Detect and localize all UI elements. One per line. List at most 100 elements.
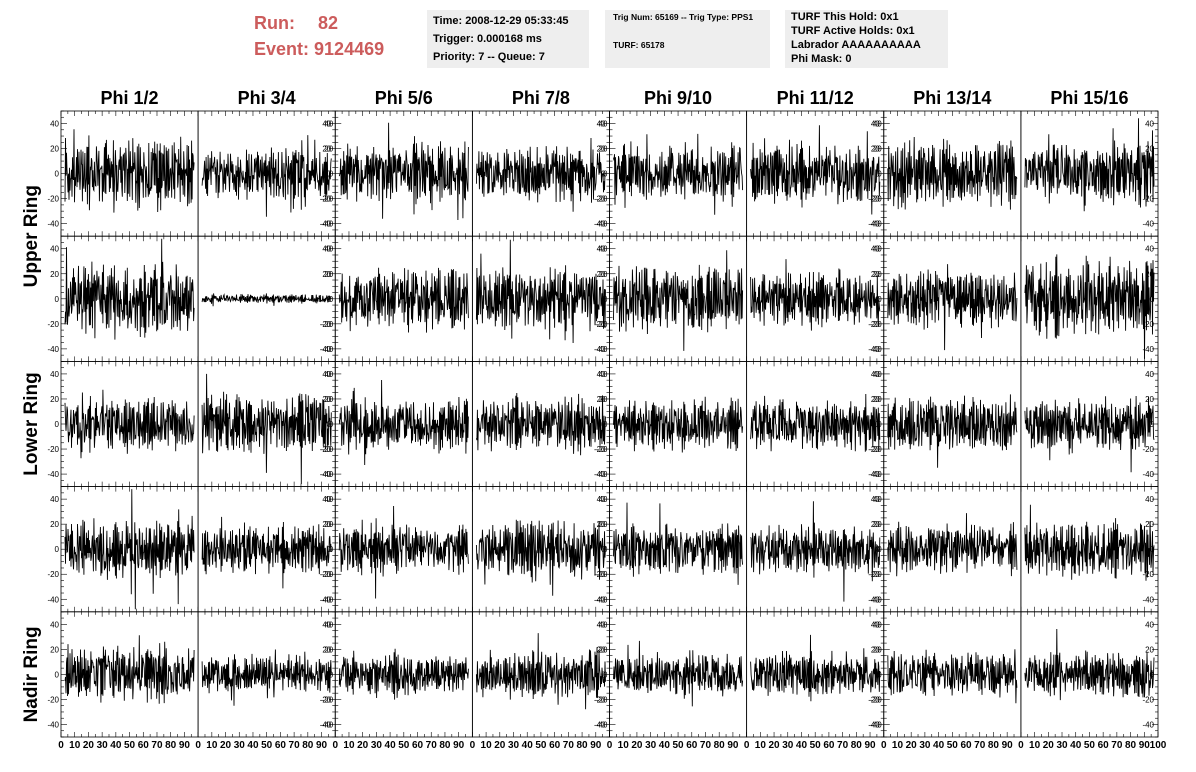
y-tick-label: -20 [870, 320, 882, 329]
x-tick-label: 70 [974, 740, 986, 751]
y-tick-label: -40 [320, 720, 332, 729]
column-title: Phi 3/4 [238, 88, 296, 108]
y-tick-label: -40 [596, 470, 608, 479]
y-tick-label: 20 [322, 645, 331, 654]
waveform-trace [475, 633, 606, 710]
x-tick-label: 80 [165, 740, 177, 751]
waveform-trace [613, 640, 744, 707]
column-title: Phi 13/14 [913, 88, 991, 108]
time-info-box: Time: 2008-12-29 05:33:45 Trigger: 0.000… [427, 10, 589, 68]
x-tick-label: 30 [919, 740, 931, 751]
y-tick-label: 40 [1145, 495, 1154, 504]
priority-text: Priority: 7 -- Queue: 7 [433, 51, 545, 63]
x-tick-label: 40 [659, 740, 671, 751]
y-tick-label: 0 [327, 420, 332, 429]
x-tick-label: 90 [316, 740, 328, 751]
waveform-trace [64, 389, 195, 459]
y-tick-label: -20 [870, 195, 882, 204]
waveform-trace [887, 513, 1018, 577]
y-tick-label: -20 [1142, 320, 1154, 329]
y-tick-label: -20 [594, 445, 606, 454]
x-tick-label: 80 [714, 740, 726, 751]
y-tick-label: 40 [871, 370, 880, 379]
x-tick-label: 50 [124, 740, 136, 751]
y-tick-label: 40 [324, 495, 333, 504]
ring-label: Nadir Ring [21, 626, 42, 722]
y-tick-label: 20 [871, 520, 880, 529]
column-title: Phi 15/16 [1050, 88, 1128, 108]
y-tick-label: 0 [603, 670, 608, 679]
y-tick-label: -40 [47, 220, 59, 229]
y-tick-label: 20 [871, 395, 880, 404]
x-tick-label: 20 [631, 740, 643, 751]
waveform-trace [64, 635, 195, 704]
y-tick-label: -20 [870, 695, 882, 704]
x-tick-label: 70 [1111, 740, 1123, 751]
y-tick-label: 0 [55, 670, 60, 679]
y-tick-label: -20 [868, 695, 880, 704]
x-tick-label: 70 [563, 740, 575, 751]
y-tick-label: 20 [322, 520, 331, 529]
y-tick-label: -20 [596, 570, 608, 579]
x-tick-label: 60 [412, 740, 424, 751]
waveform-trace [475, 392, 606, 456]
x-tick-label: 70 [837, 740, 849, 751]
x-tick-label: 10 [755, 740, 767, 751]
y-tick-label: -40 [594, 595, 606, 604]
y-tick-label: 0 [55, 545, 60, 554]
x-tick-label: 30 [508, 740, 520, 751]
x-tick-label: 80 [851, 740, 863, 751]
x-tick-label: 10 [481, 740, 493, 751]
y-tick-label: 0 [877, 295, 882, 304]
y-tick-label: 0 [603, 295, 608, 304]
y-tick-label: 0 [329, 420, 334, 429]
y-tick-label: 20 [871, 645, 880, 654]
turf-text: TURF: 65178 [613, 40, 665, 50]
y-tick-label: -40 [47, 470, 59, 479]
x-tick-label: 30 [97, 740, 109, 751]
column-title: Phi 11/12 [777, 88, 854, 108]
column-title: Phi 1/2 [101, 88, 159, 108]
y-tick-label: -20 [870, 445, 882, 454]
y-tick-label: -40 [868, 345, 880, 354]
y-tick-label: -40 [868, 720, 880, 729]
y-tick-label: 40 [322, 120, 331, 129]
y-tick-label: -20 [868, 445, 880, 454]
y-tick-label: -40 [322, 470, 334, 479]
x-tick-label: 60 [275, 740, 287, 751]
y-tick-label: -40 [320, 470, 332, 479]
y-tick-label: -40 [596, 220, 608, 229]
y-tick-label: 40 [50, 120, 59, 129]
y-tick-label: 40 [597, 620, 606, 629]
y-tick-label: -40 [596, 345, 608, 354]
x-tick-label: 10 [343, 740, 355, 751]
y-tick-label: 20 [597, 145, 606, 154]
y-tick-label: -40 [868, 470, 880, 479]
column-title: Phi 5/6 [375, 88, 433, 108]
y-tick-label: 40 [871, 120, 880, 129]
y-tick-label: 20 [324, 270, 333, 279]
x-tick-label: 30 [782, 740, 794, 751]
x-tick-label: 90 [1002, 740, 1014, 751]
y-tick-label: 40 [50, 495, 59, 504]
x-tick-label: 20 [1043, 740, 1055, 751]
x-tick-label: 20 [357, 740, 369, 751]
waveform-trace [750, 393, 881, 452]
y-tick-label: 0 [55, 420, 60, 429]
y-tick-label: 0 [877, 545, 882, 554]
y-tick-label: -40 [868, 220, 880, 229]
waveform-trace [64, 489, 195, 610]
y-tick-label: -40 [47, 720, 59, 729]
x-tick-label: 0 [607, 740, 613, 751]
x-tick-label: 90 [864, 740, 876, 751]
y-tick-label: -40 [870, 720, 882, 729]
x-tick-label: 20 [494, 740, 506, 751]
y-tick-label: 20 [873, 270, 882, 279]
y-tick-label: -20 [596, 320, 608, 329]
waveform-trace [338, 505, 469, 599]
y-tick-label: -20 [322, 445, 334, 454]
y-tick-label: 20 [873, 145, 882, 154]
waveform-trace [338, 267, 469, 333]
y-tick-label: 40 [597, 120, 606, 129]
y-tick-label: -20 [320, 695, 332, 704]
